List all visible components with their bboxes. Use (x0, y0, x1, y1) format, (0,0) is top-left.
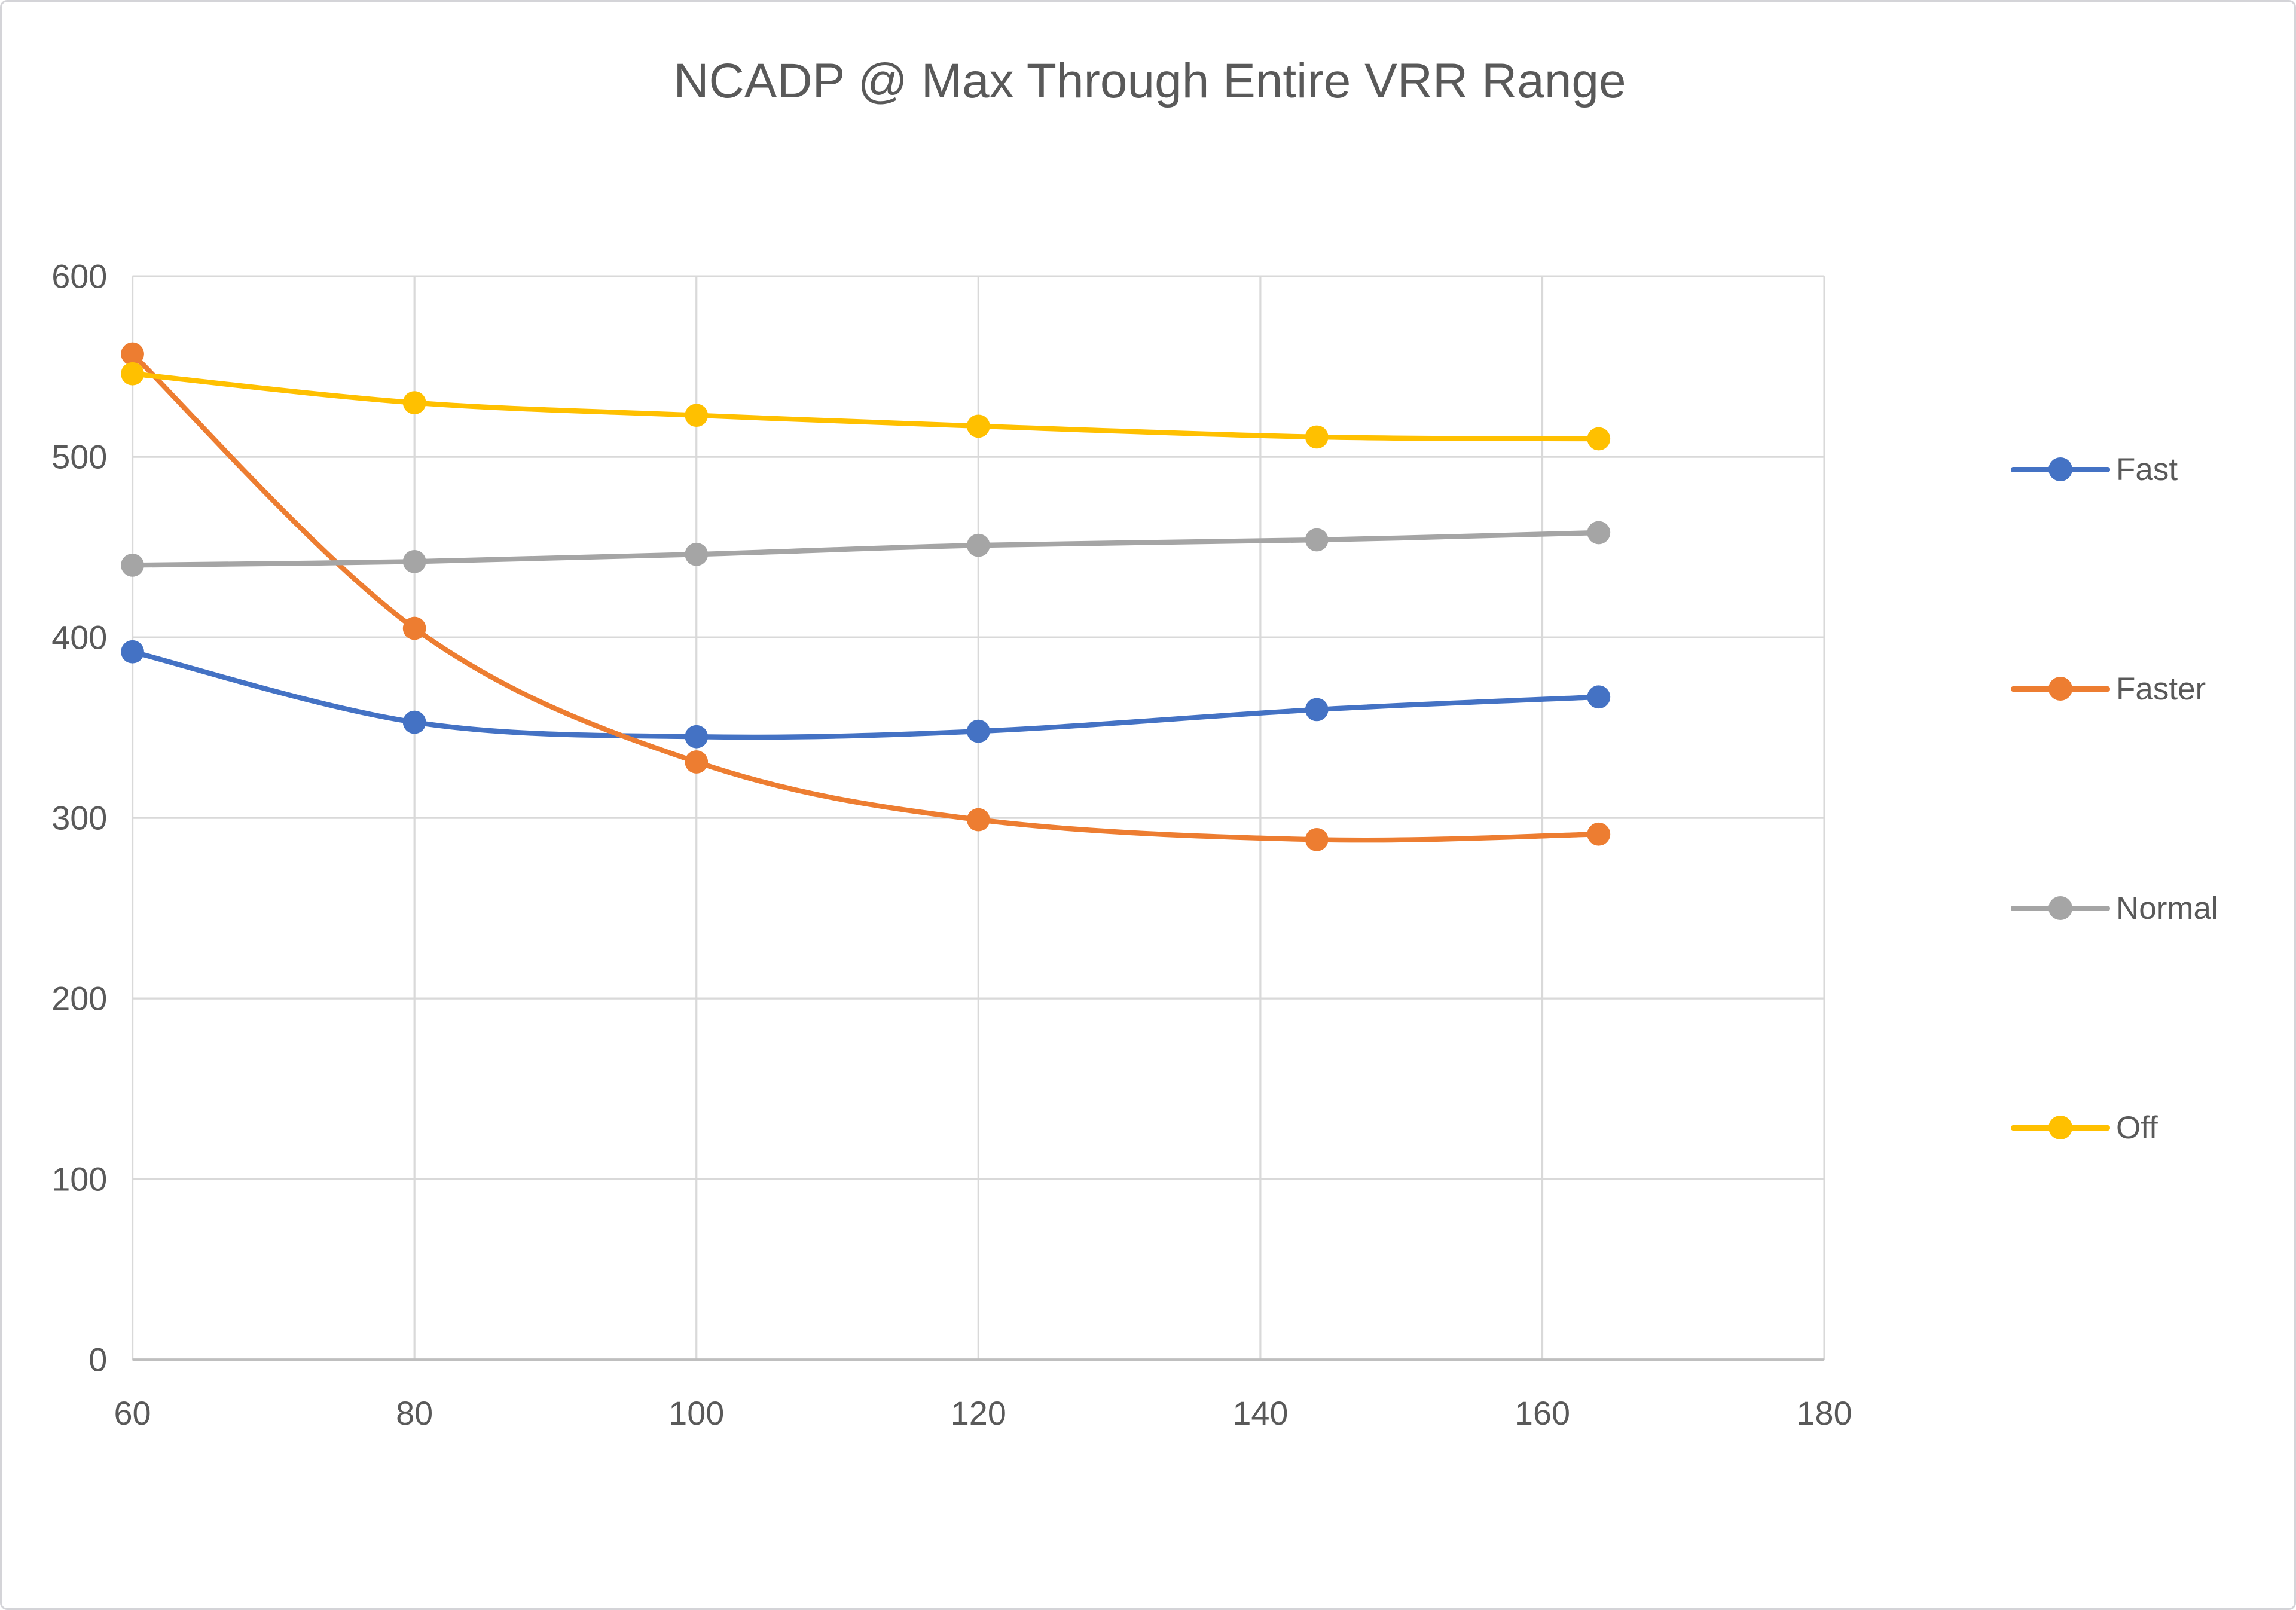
data-point-marker-fast (402, 710, 426, 734)
x-tick-label: 100 (668, 1394, 724, 1432)
data-point-marker-faster (1587, 822, 1611, 846)
y-tick-label: 0 (88, 1341, 107, 1379)
x-tick-label: 180 (1797, 1394, 1852, 1432)
x-tick-label: 80 (396, 1394, 433, 1432)
data-point-marker-off (121, 362, 144, 386)
data-point-marker-fast (121, 640, 144, 664)
data-point-marker-faster (402, 616, 426, 640)
data-point-marker-normal (1587, 521, 1611, 545)
data-point-marker-normal (402, 549, 426, 573)
y-tick-label: 100 (51, 1160, 107, 1198)
y-tick-label: 500 (51, 438, 107, 476)
data-point-marker-off (966, 414, 990, 438)
data-point-marker-fast (966, 719, 990, 743)
data-point-marker-faster (685, 750, 709, 774)
data-point-marker-off (685, 404, 709, 427)
chart-title: NCADP @ Max Through Entire VRR Range (673, 54, 1626, 108)
data-point-marker-off (1305, 425, 1329, 449)
y-tick-label: 300 (51, 799, 107, 837)
data-point-marker-normal (1305, 528, 1329, 552)
y-tick-label: 200 (51, 980, 107, 1018)
data-point-marker-off (1587, 427, 1611, 451)
data-point-marker-fast (685, 725, 709, 749)
x-tick-label: 120 (951, 1394, 1006, 1432)
data-point-marker-off (402, 391, 426, 414)
data-point-marker-normal (121, 553, 144, 577)
data-point-marker-normal (966, 533, 990, 557)
y-tick-label: 400 (51, 619, 107, 656)
x-tick-label: 60 (114, 1394, 151, 1432)
data-point-marker-normal (685, 542, 709, 566)
data-point-marker-fast (1587, 685, 1611, 709)
series-line-fast (130, 649, 1602, 740)
data-point-marker-fast (1305, 698, 1329, 722)
data-point-marker-faster (1305, 827, 1329, 851)
y-tick-label: 600 (51, 258, 107, 295)
series-line-off (130, 371, 1602, 442)
series-line-faster (130, 351, 1602, 843)
series-line-normal (130, 530, 1602, 568)
data-point-marker-faster (966, 808, 990, 832)
x-tick-label: 160 (1515, 1394, 1570, 1432)
x-tick-label: 140 (1232, 1394, 1288, 1432)
data-point-marker-faster (121, 342, 144, 366)
